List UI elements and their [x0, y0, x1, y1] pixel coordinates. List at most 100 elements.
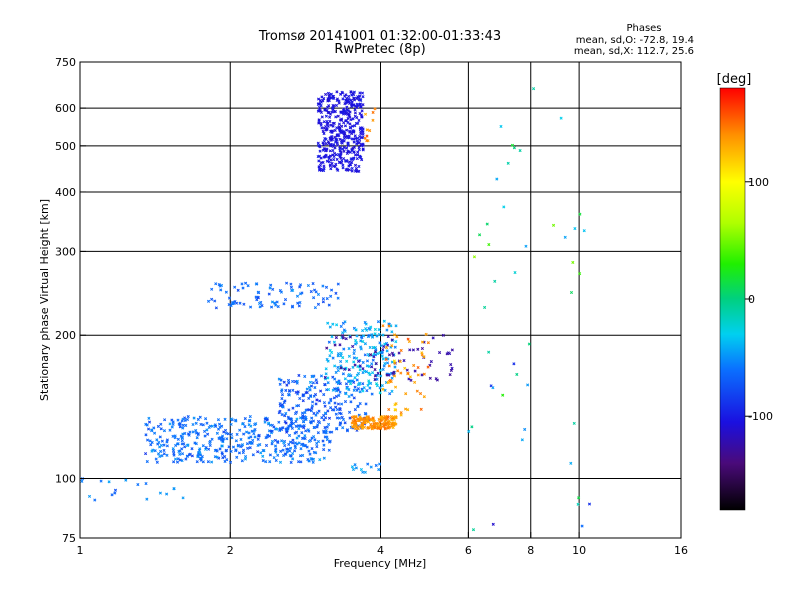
data-point — [345, 99, 349, 103]
data-point — [259, 451, 263, 455]
data-point — [485, 222, 489, 226]
data-point — [304, 429, 308, 433]
data-point — [218, 447, 222, 451]
data-point — [153, 431, 157, 435]
data-point — [310, 406, 314, 410]
data-point — [333, 377, 337, 381]
data-point — [339, 354, 343, 358]
data-point — [218, 422, 222, 426]
data-point — [352, 351, 356, 356]
data-point — [283, 399, 287, 403]
x-tick-label: 4 — [377, 544, 384, 557]
data-point — [403, 366, 407, 370]
data-point — [358, 368, 362, 372]
data-point — [322, 164, 326, 168]
data-point — [337, 160, 341, 165]
data-point — [336, 352, 341, 356]
data-point — [203, 434, 207, 438]
data-point — [243, 457, 248, 461]
data-point — [342, 145, 346, 150]
data-point — [318, 163, 322, 167]
data-point — [190, 454, 194, 458]
data-point — [271, 287, 275, 291]
data-point — [278, 289, 282, 293]
data-point — [337, 122, 341, 126]
data-point — [420, 340, 425, 344]
data-point — [176, 437, 180, 441]
data-point — [185, 417, 190, 422]
data-point — [370, 365, 374, 369]
data-point — [261, 448, 265, 453]
data-point — [224, 290, 228, 294]
data-point — [361, 470, 365, 474]
data-point — [207, 447, 211, 451]
data-point — [375, 334, 379, 338]
data-point — [518, 149, 522, 153]
data-point — [317, 119, 321, 123]
data-point — [282, 453, 286, 458]
data-point — [366, 418, 370, 423]
data-point — [186, 432, 191, 436]
data-point — [183, 431, 187, 436]
data-point — [339, 130, 343, 134]
data-point — [406, 337, 410, 341]
data-point — [351, 157, 355, 161]
data-point — [231, 302, 235, 306]
data-point — [297, 304, 301, 308]
data-point — [226, 432, 230, 436]
data-point — [267, 292, 271, 296]
data-point — [332, 340, 336, 344]
data-point — [419, 407, 423, 411]
data-point — [287, 433, 292, 438]
data-point — [369, 422, 373, 426]
data-point — [274, 303, 278, 307]
data-point — [310, 447, 314, 451]
data-point — [301, 416, 305, 420]
data-point — [348, 416, 352, 420]
data-point — [413, 369, 417, 373]
data-point — [289, 285, 293, 289]
data-point — [201, 460, 205, 464]
stats-line-x: mean, sd,X: 112.7, 25.6 — [574, 46, 694, 57]
data-point — [391, 353, 395, 357]
data-point — [385, 341, 389, 345]
data-point — [249, 305, 253, 309]
data-point — [370, 333, 374, 337]
data-point — [325, 438, 329, 442]
data-point — [379, 374, 383, 378]
data-point — [371, 418, 376, 423]
colorbar — [719, 87, 746, 511]
data-point — [350, 160, 354, 165]
data-point — [390, 338, 394, 342]
data-point — [331, 103, 335, 108]
data-point — [373, 426, 377, 430]
data-point — [334, 389, 339, 393]
data-point — [331, 356, 335, 360]
data-point — [350, 137, 354, 141]
data-point — [328, 136, 332, 140]
data-point — [431, 336, 435, 340]
y-tick-label: 400 — [55, 186, 76, 199]
data-point — [350, 93, 354, 97]
data-point — [294, 424, 298, 428]
data-point — [355, 139, 359, 143]
data-point — [253, 435, 257, 439]
data-point — [256, 437, 260, 441]
data-point — [325, 388, 329, 392]
data-point — [136, 483, 140, 487]
data-point — [352, 396, 356, 400]
data-point — [371, 110, 375, 114]
data-point — [381, 357, 385, 361]
data-point — [178, 422, 182, 426]
data-point — [378, 368, 382, 372]
data-point — [224, 431, 228, 435]
data-point — [333, 401, 337, 405]
data-point — [418, 392, 423, 396]
data-point — [175, 460, 180, 464]
data-point — [328, 354, 332, 358]
data-point — [387, 423, 391, 428]
data-point — [398, 359, 402, 364]
data-point — [365, 364, 369, 368]
x-axis-title: Frequency [MHz] — [334, 557, 426, 570]
data-point — [348, 335, 353, 339]
